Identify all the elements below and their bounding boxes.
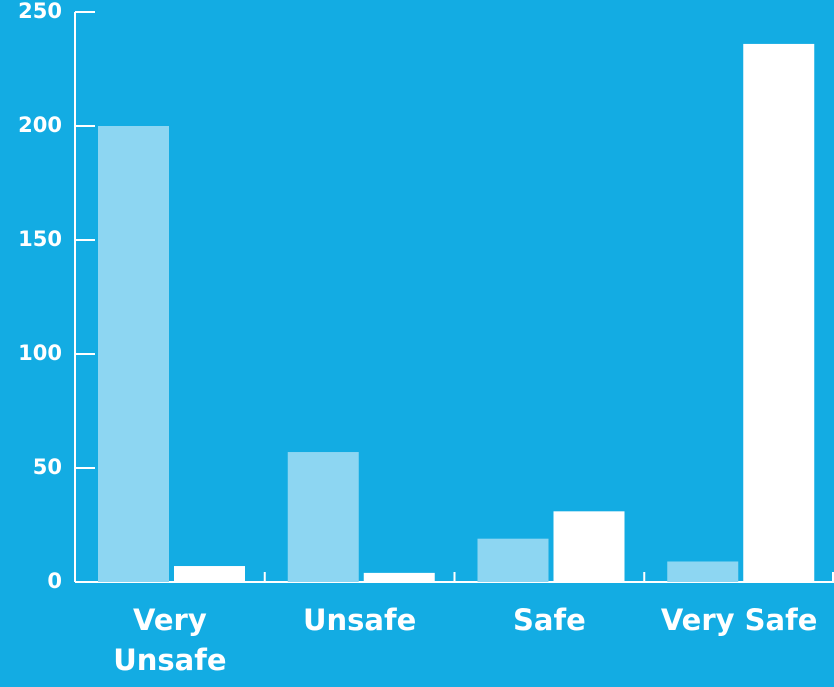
y-tick-label: 0 bbox=[47, 569, 62, 593]
x-tick-label: Very Unsafe bbox=[113, 603, 227, 677]
bar bbox=[174, 566, 245, 582]
y-tick-label: 250 bbox=[18, 0, 62, 23]
bar bbox=[743, 43, 815, 583]
bar bbox=[287, 452, 359, 582]
bar bbox=[667, 561, 739, 582]
y-tick-label: 150 bbox=[18, 227, 62, 251]
x-tick-label: Unsafe bbox=[302, 603, 417, 637]
x-tick-label: Safe bbox=[513, 603, 586, 637]
bar bbox=[477, 538, 549, 582]
x-tick-label: Very Safe bbox=[660, 603, 818, 637]
bar bbox=[553, 511, 625, 582]
bar bbox=[98, 126, 169, 582]
y-tick-label: 200 bbox=[18, 113, 62, 137]
bar bbox=[363, 572, 435, 582]
y-tick-label: 50 bbox=[33, 455, 62, 479]
y-tick-label: 100 bbox=[18, 341, 62, 365]
